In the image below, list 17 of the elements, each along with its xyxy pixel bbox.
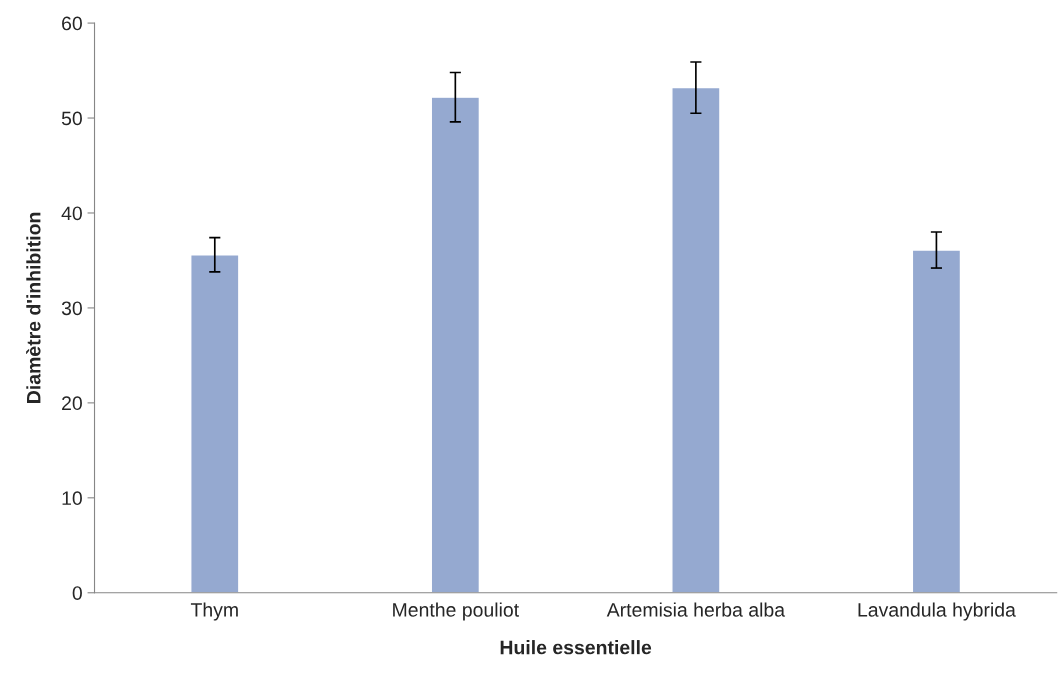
y-axis-title: Diamètre d'inhibition <box>26 212 41 403</box>
y-tick-label: 30 <box>61 301 82 316</box>
bar <box>911 249 962 593</box>
x-tick-label: Lavandula hybrida <box>858 602 1016 621</box>
x-tick-label: Artemisia herba alba <box>606 602 786 617</box>
y-tick-label: 40 <box>61 206 82 221</box>
bar <box>190 254 240 593</box>
y-tick-label: 20 <box>62 396 82 411</box>
bar <box>430 96 481 593</box>
y-tick-label: 60 <box>62 16 82 31</box>
x-axis-title: Huile essentielle <box>500 640 652 655</box>
y-tick-label: 10 <box>62 491 82 506</box>
x-tick-label: Menthe pouliot <box>393 602 519 621</box>
bar <box>671 86 721 593</box>
y-tick-label: 50 <box>61 111 82 126</box>
x-tick-label: Thym <box>190 602 238 621</box>
y-tick-label: 0 <box>72 586 82 600</box>
